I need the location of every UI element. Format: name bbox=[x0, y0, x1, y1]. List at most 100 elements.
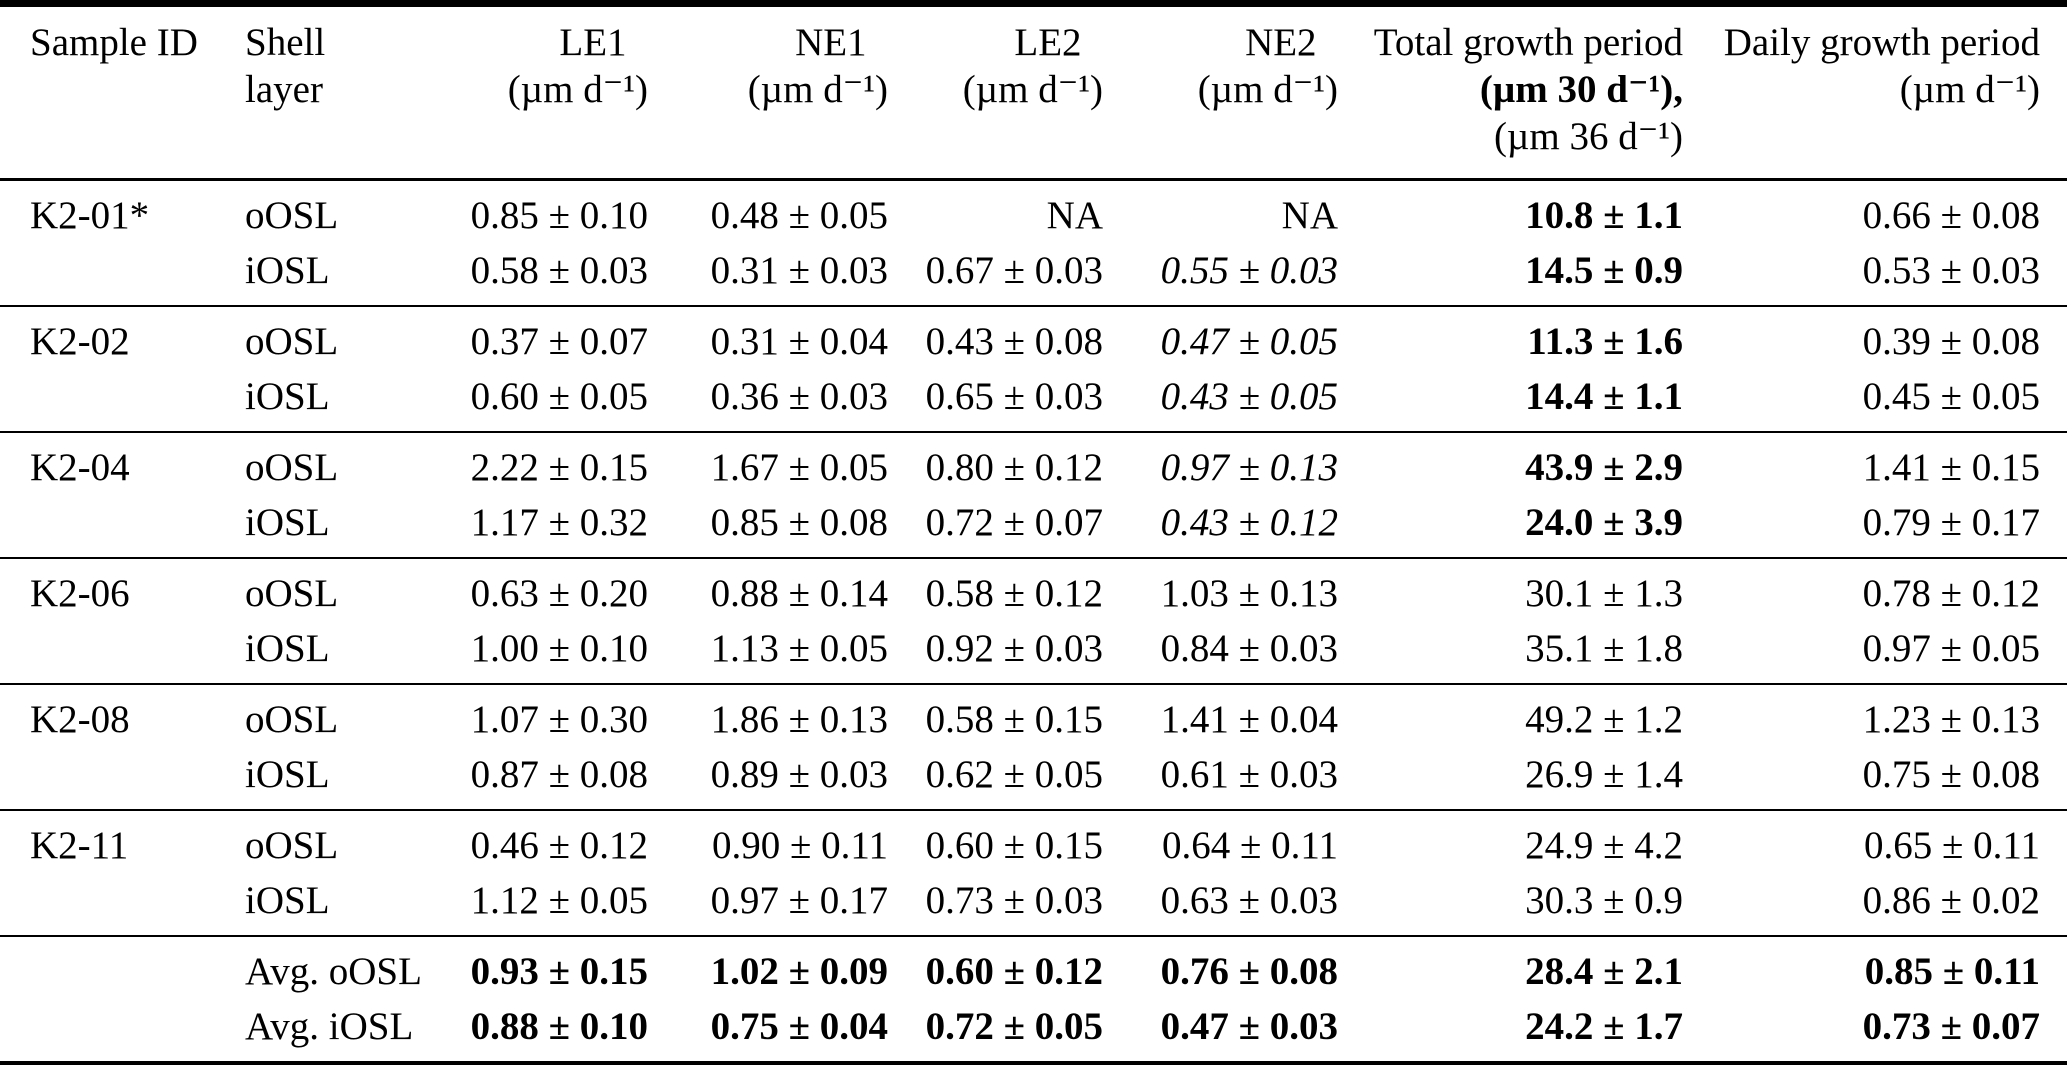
col-header-sample-id: Sample ID bbox=[0, 4, 235, 180]
value-cell-ne2: 0.76 ± 0.08 bbox=[1160, 950, 1338, 993]
sample-id-cell bbox=[0, 999, 235, 1063]
value-cell-daily: 1.41 ± 0.15 bbox=[1862, 446, 2040, 489]
value-cell-daily: 0.97 ± 0.05 bbox=[1862, 627, 2040, 670]
value-cell-le2: 0.65 ± 0.03 bbox=[925, 375, 1103, 418]
col-header-shell-layer: Shell layer bbox=[235, 4, 420, 180]
value-cell-ne1: 0.31 ± 0.03 bbox=[710, 249, 888, 292]
value-cell-ne1: 0.85 ± 0.08 bbox=[710, 501, 888, 544]
sample-id-cell bbox=[0, 621, 235, 684]
table-row: K2-04 oOSL 2.22 ± 0.15 1.67 ± 0.05 0.80 ± 0.… bbox=[0, 432, 2067, 495]
sample-id-cell: K2-04 bbox=[30, 446, 130, 489]
value-cell-total: 49.2 ± 1.2 bbox=[1525, 698, 1683, 741]
value-cell-ne2: 0.47 ± 0.05 bbox=[1160, 320, 1338, 363]
table-header: Sample ID Shell layer LE1 (µm d⁻¹) NE1 (… bbox=[0, 4, 2067, 180]
sample-id-cell bbox=[0, 747, 235, 810]
value-cell-ne1: 0.75 ± 0.04 bbox=[710, 1005, 888, 1048]
value-cell-le1: 0.63 ± 0.20 bbox=[470, 572, 648, 615]
value-cell-ne1: 0.97 ± 0.17 bbox=[710, 879, 888, 922]
shell-layer-cell: iOSL bbox=[245, 879, 330, 922]
value-cell-le1: 2.22 ± 0.15 bbox=[470, 446, 648, 489]
value-cell-ne2: 0.61 ± 0.03 bbox=[1160, 753, 1338, 796]
value-cell-ne1: 1.67 ± 0.05 bbox=[710, 446, 888, 489]
value-cell-ne2: 1.03 ± 0.13 bbox=[1160, 572, 1338, 615]
value-cell-ne2: 1.41 ± 0.04 bbox=[1160, 698, 1338, 741]
value-cell-ne2: 0.43 ± 0.12 bbox=[1160, 501, 1338, 544]
value-cell-le2: 0.60 ± 0.12 bbox=[925, 950, 1103, 993]
col-header-label: Shell bbox=[245, 21, 326, 64]
value-cell-daily: 0.53 ± 0.03 bbox=[1862, 249, 2040, 292]
value-cell-le1: 0.58 ± 0.03 bbox=[470, 249, 648, 292]
col-header-label: NE2 bbox=[1245, 21, 1317, 64]
value-cell-daily: 0.66 ± 0.08 bbox=[1862, 194, 2040, 237]
col-header-label: NE1 bbox=[795, 21, 867, 64]
col-header-label: LE2 bbox=[1014, 21, 1082, 64]
value-cell-total: 14.5 ± 0.9 bbox=[1525, 249, 1683, 292]
value-cell-ne2: 0.63 ± 0.03 bbox=[1160, 879, 1338, 922]
value-cell-ne2: 0.55 ± 0.03 bbox=[1160, 249, 1338, 292]
sample-id-cell: K2-08 bbox=[30, 698, 130, 741]
value-cell-ne2: 0.84 ± 0.03 bbox=[1160, 627, 1338, 670]
value-cell-le1: 1.17 ± 0.32 bbox=[470, 501, 648, 544]
col-header-ne1: NE1 (µm d⁻¹) bbox=[660, 4, 900, 180]
value-cell-daily: 0.86 ± 0.02 bbox=[1862, 879, 2040, 922]
header-row: Sample ID Shell layer LE1 (µm d⁻¹) NE1 (… bbox=[0, 4, 2067, 180]
value-cell-le2: 0.60 ± 0.15 bbox=[925, 824, 1103, 867]
col-header-unit: (µm d⁻¹) bbox=[507, 68, 648, 111]
value-cell-total: 10.8 ± 1.1 bbox=[1525, 194, 1683, 237]
value-cell-ne1: 1.13 ± 0.05 bbox=[710, 627, 888, 670]
shell-layer-cell: oOSL bbox=[245, 572, 339, 615]
shell-layer-cell: oOSL bbox=[245, 824, 339, 867]
sample-id-cell: K2-11 bbox=[30, 824, 129, 867]
table-row: Avg. oOSL 0.93 ± 0.15 1.02 ± 0.09 0.60 ± 0.… bbox=[0, 936, 2067, 999]
table-row: K2-11 oOSL 0.46 ± 0.12 0.90 ± 0.11 0.60 ± 0.… bbox=[0, 810, 2067, 873]
sample-id-cell bbox=[0, 243, 235, 306]
table-row: iOSL 1.00 ± 0.10 1.13 ± 0.05 0.92 ± 0.03 0.8… bbox=[0, 621, 2067, 684]
shell-layer-cell: iOSL bbox=[245, 753, 330, 796]
table-row: Avg. iOSL 0.88 ± 0.10 0.75 ± 0.04 0.72 ± 0.… bbox=[0, 999, 2067, 1063]
sample-id-cell bbox=[0, 873, 235, 936]
col-header-label: Sample ID bbox=[30, 21, 198, 64]
value-cell-ne2: 0.43 ± 0.05 bbox=[1160, 375, 1338, 418]
table-row: iOSL 1.17 ± 0.32 0.85 ± 0.08 0.72 ± 0.07 0.4… bbox=[0, 495, 2067, 558]
col-header-unit: (µm d⁻¹) bbox=[1899, 68, 2040, 111]
value-cell-total: 28.4 ± 2.1 bbox=[1525, 950, 1683, 993]
value-cell-le2: 0.58 ± 0.12 bbox=[925, 572, 1103, 615]
value-cell-le1: 0.46 ± 0.12 bbox=[470, 824, 648, 867]
col-header-le2: LE2 (µm d⁻¹) bbox=[900, 4, 1115, 180]
shell-layer-cell: oOSL bbox=[245, 320, 339, 363]
shell-layer-cell: oOSL bbox=[245, 698, 339, 741]
value-cell-ne1: 1.02 ± 0.09 bbox=[710, 950, 888, 993]
value-cell-total: 43.9 ± 2.9 bbox=[1525, 446, 1683, 489]
table-row: K2-02 oOSL 0.37 ± 0.07 0.31 ± 0.04 0.43 ± 0.… bbox=[0, 306, 2067, 369]
value-cell-le2: 0.92 ± 0.03 bbox=[925, 627, 1103, 670]
table-row: iOSL 0.60 ± 0.05 0.36 ± 0.03 0.65 ± 0.03 0.4… bbox=[0, 369, 2067, 432]
value-cell-total: 30.3 ± 0.9 bbox=[1525, 879, 1683, 922]
shell-layer-cell: iOSL bbox=[245, 627, 330, 670]
value-cell-le2: NA bbox=[1046, 194, 1103, 237]
value-cell-daily: 0.75 ± 0.08 bbox=[1862, 753, 2040, 796]
value-cell-le2: 0.62 ± 0.05 bbox=[925, 753, 1103, 796]
value-cell-total: 24.0 ± 3.9 bbox=[1525, 501, 1683, 544]
col-header-label: layer bbox=[245, 68, 323, 111]
table-row: iOSL 1.12 ± 0.05 0.97 ± 0.17 0.73 ± 0.03 0.6… bbox=[0, 873, 2067, 936]
sample-id-cell bbox=[0, 495, 235, 558]
value-cell-le1: 0.60 ± 0.05 bbox=[470, 375, 648, 418]
value-cell-ne1: 0.89 ± 0.03 bbox=[710, 753, 888, 796]
col-header-unit-secondary: (µm 36 d⁻¹) bbox=[1493, 115, 1683, 158]
value-cell-total: 11.3 ± 1.6 bbox=[1527, 320, 1683, 363]
value-cell-ne2: 0.47 ± 0.03 bbox=[1160, 1005, 1338, 1048]
col-header-unit-primary: (µm 30 d⁻¹), bbox=[1479, 68, 1683, 111]
table-row: iOSL 0.58 ± 0.03 0.31 ± 0.03 0.67 ± 0.03 0.5… bbox=[0, 243, 2067, 306]
value-cell-total: 30.1 ± 1.3 bbox=[1525, 572, 1683, 615]
value-cell-daily: 0.65 ± 0.11 bbox=[1864, 824, 2040, 867]
value-cell-le2: 0.72 ± 0.05 bbox=[925, 1005, 1103, 1048]
col-header-daily-growth-period: Daily growth period (µm d⁻¹) bbox=[1695, 4, 2067, 180]
value-cell-le2: 0.72 ± 0.07 bbox=[925, 501, 1103, 544]
value-cell-le1: 0.88 ± 0.10 bbox=[470, 1005, 648, 1048]
sample-id-cell: K2-02 bbox=[30, 320, 130, 363]
value-cell-le1: 0.93 ± 0.15 bbox=[470, 950, 648, 993]
table-row: K2-08 oOSL 1.07 ± 0.30 1.86 ± 0.13 0.58 ± 0.… bbox=[0, 684, 2067, 747]
value-cell-daily: 1.23 ± 0.13 bbox=[1862, 698, 2040, 741]
shell-layer-cell: Avg. iOSL bbox=[245, 1005, 414, 1048]
value-cell-le1: 1.00 ± 0.10 bbox=[470, 627, 648, 670]
